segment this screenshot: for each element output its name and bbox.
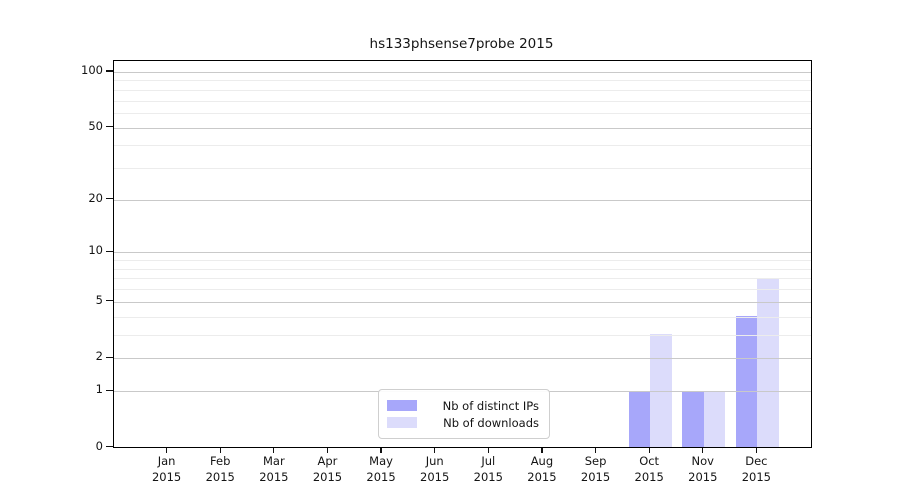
distinct-ips-swatch xyxy=(387,400,417,411)
legend-item-distinct-ips: Nb of distinct IPs xyxy=(387,397,539,414)
x-tick-mark xyxy=(434,447,436,453)
grid-line xyxy=(114,199,811,201)
x-tick-label: Jan 2015 xyxy=(151,453,182,484)
y-tick-label: 2 xyxy=(95,349,103,364)
x-tick-label: Oct 2015 xyxy=(634,453,664,484)
x-tick-mark xyxy=(326,447,329,453)
x-tick-label: Sep 2015 xyxy=(580,453,611,484)
y-tick-mark xyxy=(106,250,113,253)
x-tick-label: Jun 2015 xyxy=(420,453,450,484)
y-tick-mark xyxy=(106,300,113,302)
grid-line xyxy=(114,268,811,270)
bar xyxy=(735,316,758,447)
x-tick-mark xyxy=(273,447,275,453)
grid-line xyxy=(114,334,811,336)
legend-label: Nb of distinct IPs xyxy=(442,398,539,413)
x-tick-mark xyxy=(219,447,221,453)
grid-line xyxy=(114,316,811,318)
bar xyxy=(682,390,704,447)
x-tick-mark xyxy=(487,447,489,453)
grid-line xyxy=(114,252,811,254)
x-tick-mark xyxy=(380,447,382,453)
y-tick-mark xyxy=(106,389,113,391)
bar xyxy=(703,390,726,447)
grid-line xyxy=(114,168,811,170)
y-tick-mark xyxy=(106,70,113,72)
y-tick-label: 100 xyxy=(81,62,103,77)
grid-line xyxy=(114,260,811,262)
x-tick-label: Apr 2015 xyxy=(312,453,343,484)
legend-item-downloads: Nb of downloads xyxy=(387,414,539,431)
bar xyxy=(650,334,672,447)
y-tick-label: 0 xyxy=(95,438,103,453)
y-tick-label: 50 xyxy=(88,118,103,133)
x-tick-label: Feb 2015 xyxy=(205,453,235,484)
x-tick-label: Nov 2015 xyxy=(688,453,718,484)
y-tick-mark xyxy=(106,126,113,128)
plot-area xyxy=(113,60,812,448)
bar xyxy=(628,390,651,447)
grid-line xyxy=(114,278,811,280)
y-tick-label: 20 xyxy=(88,190,103,205)
legend: Nb of distinct IPs Nb of downloads xyxy=(378,389,550,439)
y-tick-label: 10 xyxy=(88,243,103,258)
y-tick-mark xyxy=(106,356,113,358)
bar xyxy=(757,277,779,447)
grid-line xyxy=(114,80,811,82)
grid-line xyxy=(114,145,811,147)
x-tick-label: Dec 2015 xyxy=(741,453,772,484)
downloads-swatch xyxy=(387,417,417,428)
x-tick-mark xyxy=(648,447,650,453)
y-tick-label: 5 xyxy=(95,292,103,307)
grid-line xyxy=(114,127,811,129)
grid-line xyxy=(114,71,811,73)
x-tick-mark xyxy=(702,447,704,453)
grid-line xyxy=(114,301,811,303)
x-tick-label: May 2015 xyxy=(366,453,396,484)
grid-line xyxy=(114,113,811,114)
x-tick-mark xyxy=(755,447,757,453)
x-tick-mark xyxy=(166,447,168,453)
y-tick-label: 1 xyxy=(95,382,103,397)
chart-title: hs133phsense7probe 2015 xyxy=(369,36,554,52)
y-tick-mark xyxy=(106,198,113,200)
grid-line xyxy=(114,100,811,102)
x-tick-mark xyxy=(594,447,597,453)
grid-line xyxy=(114,89,811,91)
y-tick-mark xyxy=(106,446,113,448)
x-tick-mark xyxy=(541,447,543,453)
x-tick-label: Aug 2015 xyxy=(527,453,557,484)
grid-line xyxy=(114,289,811,291)
legend-label: Nb of downloads xyxy=(443,415,539,430)
grid-line xyxy=(114,358,811,360)
x-tick-label: Mar 2015 xyxy=(259,453,289,484)
x-tick-label: Jul 2015 xyxy=(473,453,503,484)
